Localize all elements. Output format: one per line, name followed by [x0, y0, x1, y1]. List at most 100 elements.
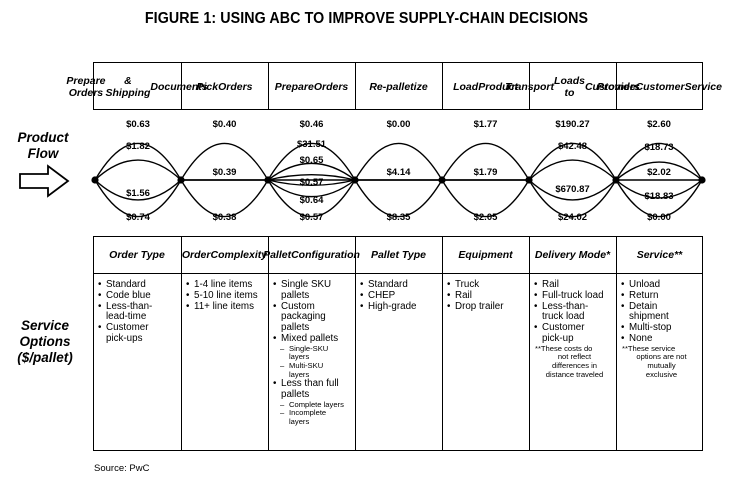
- option-header: Pallet Type: [355, 236, 442, 274]
- cost-label: $0.46: [299, 119, 324, 130]
- activity-header-line: Orders: [218, 80, 253, 93]
- option-header: Service**: [616, 236, 703, 274]
- option-list: StandardCHEPHigh-grade: [359, 279, 440, 312]
- service-options-label: Service Options ($/pallet): [4, 318, 86, 366]
- activity-header-line: Orders: [313, 80, 349, 93]
- cost-label: $0.65: [299, 155, 324, 166]
- activity-header-line: Transport: [505, 80, 555, 93]
- option-header: Delivery Mode*: [529, 236, 616, 274]
- flow-node: [91, 176, 99, 184]
- option-list: TruckRailDrop trailer: [446, 279, 527, 312]
- option-footnote: distance traveled: [545, 369, 604, 379]
- activity-header-line: Re-palletize: [369, 80, 428, 93]
- option-item: None: [620, 333, 701, 345]
- cost-label: $2.02: [647, 167, 671, 178]
- service-options-label-line: ($/pallet): [17, 350, 73, 365]
- cost-label: $0.57: [299, 177, 324, 188]
- option-header: Pallet Configuration: [263, 236, 360, 274]
- flow-path: [267, 173, 356, 181]
- service-options-table: [93, 236, 703, 451]
- flow-path: [528, 179, 617, 218]
- flow-path: [528, 142, 617, 181]
- option-item: Rail: [446, 290, 527, 302]
- table-divider: [93, 273, 703, 274]
- flow-path: [180, 179, 269, 218]
- flow-path: [441, 142, 530, 181]
- flow-path: [354, 142, 443, 181]
- flow-path: [267, 162, 356, 181]
- flow-path: [267, 179, 356, 218]
- option-footnote: exclusive: [645, 369, 678, 379]
- activity-header: Prepare Orders & Shipping Documents: [66, 63, 208, 110]
- cost-label: $18.73: [644, 142, 674, 153]
- cost-label: $24.02: [557, 212, 588, 223]
- cost-label: $0.38: [212, 212, 237, 223]
- flow-path: [267, 142, 356, 181]
- activity-header-line: Prepare Orders: [66, 74, 106, 99]
- cost-label: $0.63: [126, 119, 150, 130]
- cost-label: $0.64: [299, 195, 324, 206]
- cost-label: $1.82: [126, 141, 150, 152]
- option-header-line: Pallet Type: [370, 249, 427, 261]
- activity-header-line: Load: [453, 80, 479, 93]
- cost-label: $670.87: [555, 184, 590, 195]
- service-options-label-line: Service: [20, 318, 70, 333]
- flow-node: [612, 176, 620, 184]
- cost-label: $1.56: [126, 188, 150, 199]
- right-arrow-icon: [19, 164, 70, 198]
- option-item: Less-than-: [533, 301, 614, 313]
- flow-path: [615, 179, 703, 218]
- option-header-line: Equipment: [458, 249, 513, 261]
- option-item: 1-4 line items: [185, 279, 266, 291]
- activity-header: Provide Customer Service: [597, 63, 722, 110]
- cost-label: $0.74: [126, 212, 150, 223]
- option-item: Customer: [97, 322, 179, 334]
- product-flow-label-line: Flow: [27, 146, 59, 161]
- column-divider: [616, 236, 617, 451]
- option-header-line: Complexity: [210, 249, 268, 261]
- activity-header: Load Product: [442, 63, 530, 110]
- option-subitem: layers: [289, 352, 310, 362]
- option-item: Less-than-: [97, 301, 179, 313]
- column-divider: [442, 236, 443, 451]
- option-subitem: Incomplete: [272, 409, 353, 418]
- option-list: Single SKUpalletsCustompackagingpalletsM…: [272, 279, 353, 427]
- option-list: StandardCode blueLess-than-lead-timeCust…: [97, 279, 179, 345]
- option-item: Standard: [359, 279, 440, 291]
- cost-label: $18.83: [644, 191, 674, 202]
- flow-path: [528, 179, 617, 201]
- option-header: Order Type: [93, 236, 181, 274]
- option-item: Rail: [533, 279, 614, 291]
- cost-label: $0.00: [647, 212, 671, 223]
- product-flow-label: Product Flow: [8, 130, 78, 162]
- option-header-line: Pallet: [263, 249, 292, 261]
- option-subitem: Complete layers: [272, 400, 353, 410]
- flow-path: [615, 179, 703, 199]
- option-item: pallets: [281, 388, 310, 400]
- cost-label: $31.51: [296, 139, 327, 150]
- option-item: shipment: [629, 311, 669, 323]
- product-flow-label-line: Product: [17, 130, 69, 145]
- option-item: CHEP: [359, 290, 440, 302]
- option-item: Standard: [97, 279, 179, 291]
- option-item: pallets: [281, 289, 310, 301]
- column-divider: [355, 236, 356, 451]
- option-list: 1-4 line items5-10 line items11+ line it…: [185, 279, 266, 312]
- option-item: Single SKU: [272, 279, 353, 291]
- flow-path: [94, 142, 182, 181]
- option-list: RailFull-truck loadLess-than-truck loadC…: [533, 279, 614, 379]
- option-item: Full-truck load: [533, 290, 614, 302]
- cost-label: $4.14: [386, 167, 411, 178]
- activity-header-line: Customers: [584, 80, 640, 93]
- activity-header-line: Service: [684, 80, 722, 93]
- option-header-line: Configuration: [291, 249, 360, 261]
- column-divider: [268, 236, 269, 451]
- option-item: Code blue: [97, 290, 179, 302]
- option-footnote: options are not: [636, 352, 687, 362]
- option-item: pallets: [281, 322, 310, 334]
- flow-path: [267, 179, 356, 198]
- flow-path: [94, 179, 182, 201]
- activity-header-line: Product: [478, 80, 518, 93]
- flow-path: [94, 159, 182, 181]
- option-subitem: Multi-SKU: [272, 361, 353, 371]
